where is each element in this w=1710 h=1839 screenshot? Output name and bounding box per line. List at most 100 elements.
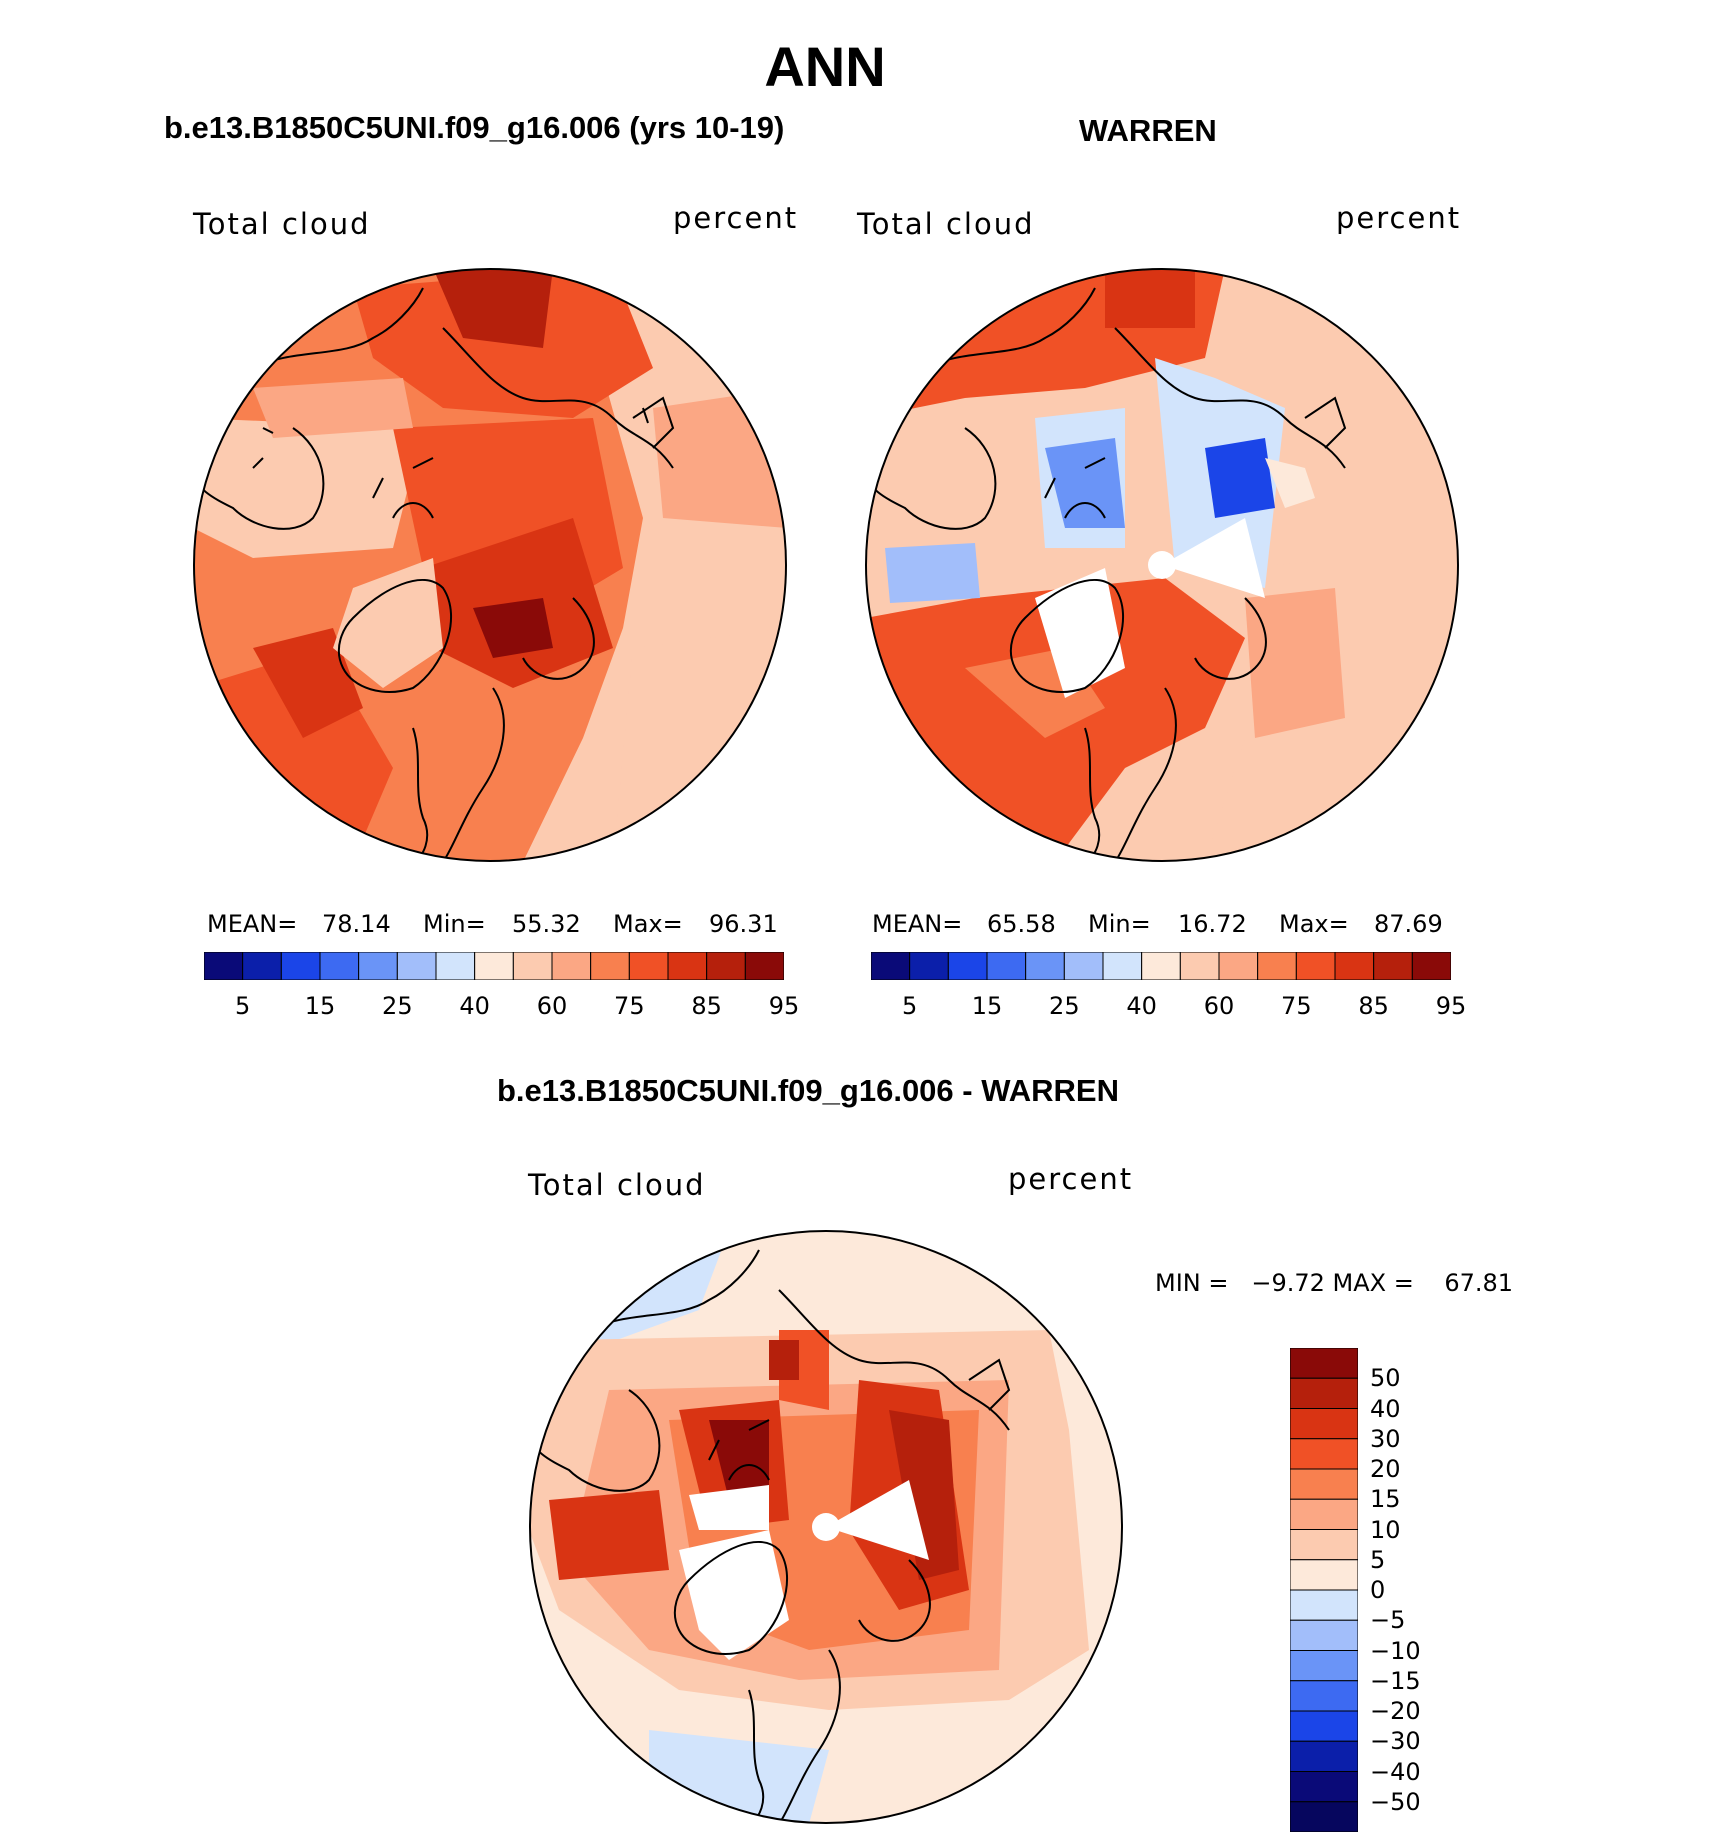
- colorbar-tick-label: 15: [971, 992, 1003, 1020]
- colorbar-swatch: [280, 952, 321, 980]
- map-field-region: [333, 558, 443, 688]
- colorbar-tick-label: 60: [1203, 992, 1235, 1020]
- colorbar-swatch: [1290, 1529, 1358, 1561]
- panel2-variable-label: Total cloud: [857, 207, 1035, 241]
- diff-polar-map: [529, 1230, 1123, 1824]
- colorbar-swatch: [1290, 1438, 1358, 1470]
- panel2-case-title: WARREN: [1079, 113, 1217, 148]
- colorbar-swatch: [667, 952, 708, 980]
- panel2-mean-label: MEAN=: [872, 910, 963, 938]
- colorbar-swatch: [1218, 952, 1259, 980]
- map-field-region: [709, 1420, 769, 1500]
- colorbar-swatch: [1290, 1408, 1358, 1440]
- panel1-polar-map: [193, 268, 787, 862]
- map-field-region: [549, 1490, 669, 1580]
- colorbar-swatch: [512, 952, 553, 980]
- panel1-max-label: Max=: [613, 910, 683, 938]
- map-frame: [529, 1230, 1123, 1824]
- colorbar-tick-label: −40: [1370, 1757, 1421, 1786]
- colorbar-swatch: [1290, 1650, 1358, 1682]
- panel1-max-value: 96.31: [709, 910, 778, 938]
- colorbar-tick-label: 5: [902, 992, 918, 1020]
- map-field-region: [473, 598, 553, 658]
- colorbar-swatch: [1290, 1801, 1358, 1832]
- map-missing-region: [1162, 518, 1265, 598]
- colorbar-swatch: [1141, 952, 1181, 980]
- map-missing-region: [826, 1480, 929, 1560]
- map-field-region: [253, 378, 413, 438]
- panel2-units-label: percent: [1336, 201, 1462, 235]
- panel1-colorbar-ticks: 5 15 25 40 60 75 85 95: [204, 992, 799, 1022]
- map-field-region: [889, 1410, 959, 1580]
- colorbar-tick-label: 95: [768, 992, 800, 1020]
- colorbar-swatch: [1290, 1348, 1358, 1379]
- panel2-min-value: 16.72: [1178, 910, 1247, 938]
- map-frame: [193, 268, 787, 862]
- colorbar-swatch: [1411, 952, 1451, 980]
- colorbar-swatch: [909, 952, 949, 980]
- colorbar-tick-label: 10: [1370, 1515, 1401, 1544]
- colorbar-swatch: [319, 952, 360, 980]
- main-title: ANN: [764, 35, 886, 98]
- colorbar-tick-label: 75: [614, 992, 645, 1020]
- colorbar-swatch: [590, 952, 630, 980]
- colorbar-tick-label: 50: [1370, 1364, 1401, 1393]
- colorbar-tick-label: 20: [1370, 1455, 1401, 1483]
- panel1-min-value: 55.32: [512, 910, 581, 938]
- colorbar-swatch: [1290, 1498, 1358, 1530]
- map-field-region: [1205, 438, 1275, 518]
- colorbar-swatch: [1290, 1559, 1358, 1591]
- colorbar-tick-label: 0: [1370, 1576, 1386, 1604]
- map-field-region: [253, 628, 363, 738]
- panel2-min-label: Min=: [1088, 910, 1151, 938]
- colorbar-swatch: [1025, 952, 1065, 980]
- diff-variable-label: Total cloud: [528, 1168, 706, 1202]
- map-field-region: [1265, 458, 1315, 508]
- colorbar-swatch: [1334, 952, 1375, 980]
- map-field-region: [433, 269, 553, 348]
- colorbar-tick-label: −15: [1370, 1666, 1421, 1695]
- colorbar-tick-label: 5: [235, 992, 251, 1020]
- map-missing-region: [1035, 568, 1125, 698]
- colorbar-swatch: [986, 952, 1027, 980]
- colorbar-tick-label: 40: [1126, 992, 1157, 1020]
- coastlines: [194, 287, 675, 861]
- colorbar-swatch: [242, 952, 282, 980]
- colorbar-swatch: [1373, 952, 1413, 980]
- colorbar-swatch: [1290, 1377, 1358, 1409]
- diff-units-label: percent: [1008, 1162, 1134, 1196]
- colorbar-tick-label: 25: [1049, 992, 1080, 1020]
- map-field-region: [1105, 269, 1195, 328]
- colorbar-swatch: [947, 952, 988, 980]
- colorbar-swatch: [396, 952, 437, 980]
- colorbar-swatch: [435, 952, 476, 980]
- panel2-colorbar: [871, 952, 1451, 980]
- map-missing-region: [812, 1513, 840, 1541]
- diff-case-title: b.e13.B1850C5UNI.f09_g16.006 - WARREN: [497, 1073, 1119, 1108]
- colorbar-tick-label: −20: [1370, 1697, 1421, 1725]
- panel1-units-label: percent: [673, 201, 799, 235]
- colorbar-tick-label: 5: [1370, 1545, 1386, 1574]
- colorbar-swatch: [1257, 952, 1297, 980]
- colorbar-swatch: [1290, 1589, 1358, 1621]
- colorbar-swatch: [1290, 1710, 1358, 1742]
- map-missing-region: [1148, 551, 1176, 579]
- colorbar-tick-label: 95: [1435, 992, 1467, 1020]
- map-missing-region: [689, 1485, 769, 1530]
- panel1-variable-label: Total cloud: [193, 207, 371, 241]
- colorbar-swatch: [474, 952, 514, 980]
- colorbar-tick-label: −5: [1370, 1606, 1406, 1635]
- colorbar-swatch: [628, 952, 669, 980]
- colorbar-tick-label: 40: [1370, 1394, 1401, 1423]
- map-field-region: [613, 628, 786, 861]
- panel1-min-label: Min=: [423, 910, 486, 938]
- colorbar-swatch: [1290, 1740, 1358, 1772]
- colorbar-swatch: [1179, 952, 1220, 980]
- colorbar-swatch: [1295, 952, 1336, 980]
- panel1-colorbar: [204, 952, 784, 980]
- colorbar-tick-label: 40: [459, 992, 490, 1020]
- colorbar-tick-label: 30: [1370, 1424, 1401, 1453]
- map-missing-region: [679, 1530, 789, 1660]
- map-field-region: [194, 418, 423, 558]
- diff-minmax-text: MIN = −9.72 MAX = 67.81: [1155, 1269, 1514, 1297]
